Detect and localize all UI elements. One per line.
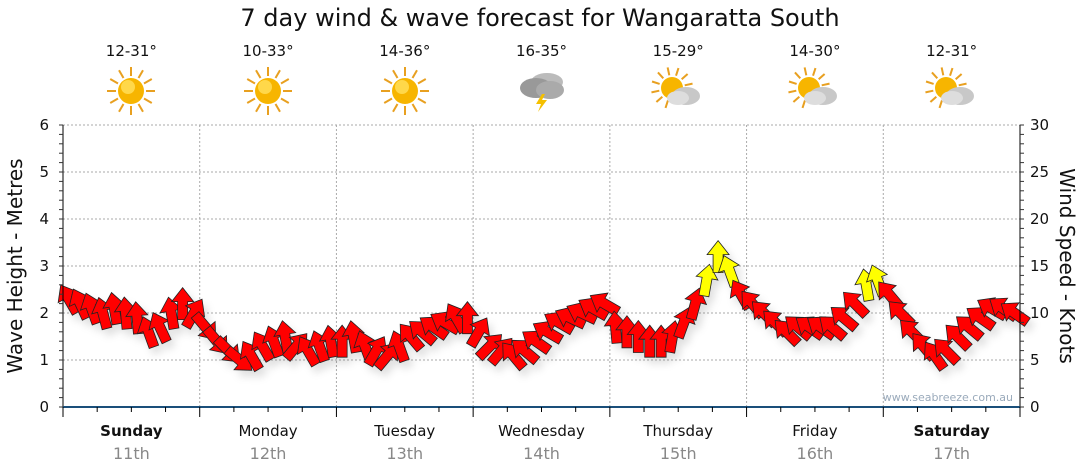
partly-cloudy-icon [785, 66, 845, 116]
wind-arrow [830, 306, 860, 333]
day-forecast-thursday: 15-29° [613, 42, 743, 116]
wind-arrow [923, 341, 949, 372]
partly-cloudy-icon [922, 66, 982, 116]
left-tick-label: 2 [39, 304, 49, 322]
wind-arrow [717, 255, 741, 288]
day-forecast-tuesday: 14-36° [340, 42, 470, 116]
right-tick-label: 30 [1030, 116, 1049, 134]
day-forecast-monday: 10-33° [203, 42, 333, 116]
wind-arrow [966, 307, 997, 332]
left-tick-label: 0 [39, 398, 49, 416]
left-tick-label: 4 [39, 210, 49, 228]
sunny-icon [101, 66, 161, 116]
date-label: 11th [113, 444, 150, 463]
date-label: 13th [386, 444, 423, 463]
day-forecast-wednesday: 16-35° [477, 42, 607, 116]
wind-arrow [843, 291, 871, 320]
right-tick-label: 0 [1030, 398, 1040, 416]
temperature-range: 12-31° [105, 42, 157, 60]
day-label: Wednesday [498, 422, 585, 440]
wind-arrow [239, 340, 264, 373]
right-tick-label: 20 [1030, 210, 1049, 228]
date-label: 12th [250, 444, 287, 463]
wind-arrow [522, 330, 553, 356]
sunny-icon [238, 66, 298, 116]
wind-arrow [774, 320, 802, 348]
wind-arrow [626, 319, 651, 353]
temperature-range: 15-29° [652, 42, 704, 60]
partly-cloudy-icon [648, 66, 708, 116]
wind-arrow [532, 320, 565, 345]
wind-arrow [113, 296, 138, 330]
right-tick-label: 5 [1030, 351, 1040, 369]
wind-arrow [181, 298, 206, 330]
right-tick-label: 10 [1030, 304, 1049, 322]
wind-arrow [819, 316, 849, 342]
temperature-range: 14-30° [789, 42, 841, 60]
storm-icon [512, 66, 572, 116]
temperature-range: 10-33° [242, 42, 294, 60]
day-forecast-sunday: 12-31° [66, 42, 196, 116]
right-tick-label: 15 [1030, 257, 1049, 275]
day-label: Friday [792, 422, 838, 440]
temperature-range: 14-36° [379, 42, 431, 60]
day-label: Monday [238, 422, 297, 440]
wind-arrow [502, 342, 528, 372]
temperature-range: 12-31° [926, 42, 978, 60]
right-axis-label: Wind Speed - Knots [1055, 168, 1079, 364]
chart-title: 7 day wind & wave forecast for Wangaratt… [240, 4, 840, 32]
day-label: Sunday [100, 422, 163, 440]
wind-arrow [934, 338, 962, 367]
wind-arrow [409, 321, 438, 347]
day-label: Thursday [642, 422, 713, 440]
day-forecast-saturday: 12-31° [887, 42, 1017, 116]
wind-arrow [945, 324, 973, 352]
wind-arrow [159, 296, 183, 331]
day-label: Tuesday [373, 422, 435, 440]
day-forecast-friday: 14-30° [750, 42, 880, 116]
wind-arrow [589, 292, 622, 317]
date-label: 16th [797, 444, 834, 463]
date-label: 15th [660, 444, 697, 463]
day-label: Saturday [913, 422, 990, 440]
watermark: www.seabreeze.com.au [883, 391, 1013, 404]
left-axis-label: Wave Height - Metres [3, 158, 27, 373]
wind-arrow [148, 312, 172, 345]
left-tick-label: 3 [39, 257, 49, 275]
left-tick-label: 6 [39, 116, 49, 134]
left-tick-label: 5 [39, 163, 49, 181]
wind-arrow [419, 316, 450, 341]
date-label: 14th [523, 444, 560, 463]
wind-arrow [684, 287, 708, 321]
sunny-icon [375, 66, 435, 116]
wind-arrow [455, 301, 480, 335]
wind-arrow [615, 315, 639, 349]
wind-arrow [1000, 302, 1031, 327]
wind-arrow [399, 323, 426, 353]
right-tick-label: 25 [1030, 163, 1049, 181]
temperature-range: 16-35° [515, 42, 568, 60]
wind-arrow [955, 316, 985, 342]
date-label: 17th [933, 444, 970, 463]
wind-arrow [465, 317, 490, 349]
wind-arrow [511, 339, 541, 366]
left-tick-label: 1 [39, 351, 49, 369]
